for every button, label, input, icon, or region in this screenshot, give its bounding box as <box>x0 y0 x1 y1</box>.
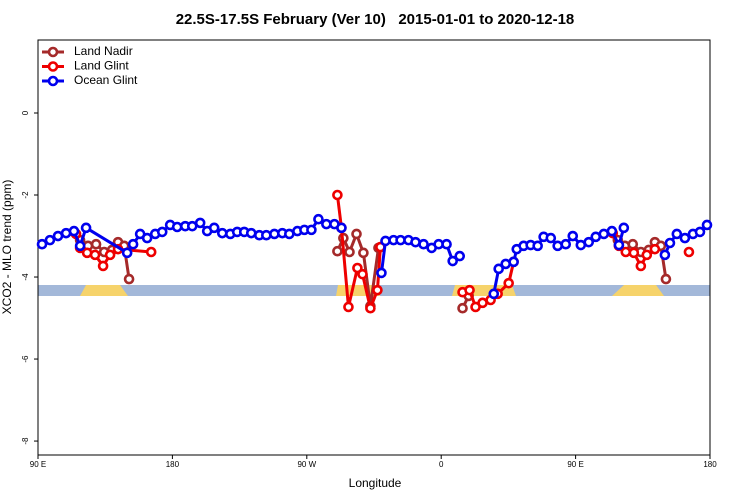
data-point <box>503 277 514 289</box>
data-point <box>194 217 206 229</box>
data-point <box>679 232 691 244</box>
data-point <box>208 222 220 234</box>
x-tick-label: 0 <box>439 460 444 469</box>
data-point <box>121 247 133 259</box>
x-tick-label: 90 E <box>567 460 583 469</box>
x-axis-label: Longitude <box>349 476 402 490</box>
data-point <box>36 238 48 250</box>
data-point <box>261 229 272 241</box>
data-point <box>372 284 383 296</box>
data-point <box>97 260 109 272</box>
data-point <box>123 273 135 285</box>
y-axis-label: XCO2 - MLO trend (ppm) <box>0 180 14 315</box>
data-point <box>583 236 595 248</box>
data-point <box>618 222 630 234</box>
land-patch <box>80 285 128 296</box>
data-point <box>358 247 369 259</box>
legend-label: Land Nadir <box>74 44 133 58</box>
data-point <box>145 246 157 258</box>
data-point <box>332 245 343 257</box>
data-point <box>628 247 640 259</box>
data-point <box>216 227 228 239</box>
chart-title: 22.5S-17.5S February (Ver 10) 2015-01-01… <box>176 11 575 28</box>
data-point <box>344 246 355 258</box>
data-point <box>104 249 116 261</box>
data-point <box>418 238 429 250</box>
data-point <box>156 226 168 238</box>
data-point <box>701 219 713 231</box>
data-point <box>457 302 468 314</box>
data-point <box>659 249 671 261</box>
data-point <box>560 238 572 250</box>
data-point <box>74 240 86 252</box>
y-tick-label: -6 <box>21 355 30 363</box>
legend-label: Ocean Glint <box>74 73 138 87</box>
data-point <box>376 267 387 279</box>
data-point <box>89 249 101 261</box>
legend-marker <box>47 61 59 72</box>
data-point <box>171 221 183 233</box>
x-tick-label: 90 W <box>297 460 316 469</box>
data-point <box>357 268 368 280</box>
y-tick-label: -2 <box>21 191 30 199</box>
data-point <box>454 250 466 262</box>
x-tick-label: 180 <box>703 460 717 469</box>
data-point <box>351 228 362 240</box>
data-point <box>627 238 639 250</box>
data-point <box>80 222 92 234</box>
data-point <box>332 189 343 201</box>
data-point <box>127 238 139 250</box>
data-point <box>380 235 391 247</box>
data-point <box>44 234 56 246</box>
data-point <box>336 222 347 234</box>
data-point <box>567 230 579 242</box>
legend-label: Land Glint <box>74 59 129 73</box>
data-point <box>552 240 563 252</box>
data-point <box>493 263 504 275</box>
data-point <box>508 256 519 268</box>
data-point <box>683 246 695 258</box>
data-point <box>313 213 324 225</box>
data-point <box>410 236 421 248</box>
data-point <box>488 288 500 300</box>
data-point <box>664 237 676 249</box>
x-tick-label: 180 <box>166 460 180 469</box>
y-tick-label: -8 <box>21 437 30 445</box>
data-point <box>620 246 632 258</box>
x-tick-label: 90 E <box>30 460 46 469</box>
data-point <box>343 301 354 313</box>
data-point <box>532 240 543 252</box>
data-point <box>641 249 653 261</box>
legend-marker <box>47 46 59 58</box>
data-point <box>306 224 317 236</box>
data-point <box>464 284 475 296</box>
y-tick-label: -4 <box>21 273 30 281</box>
data-point <box>545 232 557 244</box>
data-point <box>441 238 452 250</box>
data-point <box>90 238 102 250</box>
y-tick-label: 0 <box>21 110 30 115</box>
data-point <box>245 227 257 239</box>
data-point <box>365 302 376 314</box>
data-point <box>606 225 618 237</box>
land-patch <box>612 285 664 296</box>
data-point <box>613 239 625 251</box>
data-point <box>694 226 706 238</box>
data-point <box>635 260 647 272</box>
data-point <box>68 225 80 237</box>
data-point <box>447 255 458 267</box>
data-point <box>141 232 153 244</box>
legend-marker <box>47 75 59 87</box>
data-point <box>671 228 683 240</box>
data-point <box>660 273 672 285</box>
data-point <box>649 243 661 255</box>
